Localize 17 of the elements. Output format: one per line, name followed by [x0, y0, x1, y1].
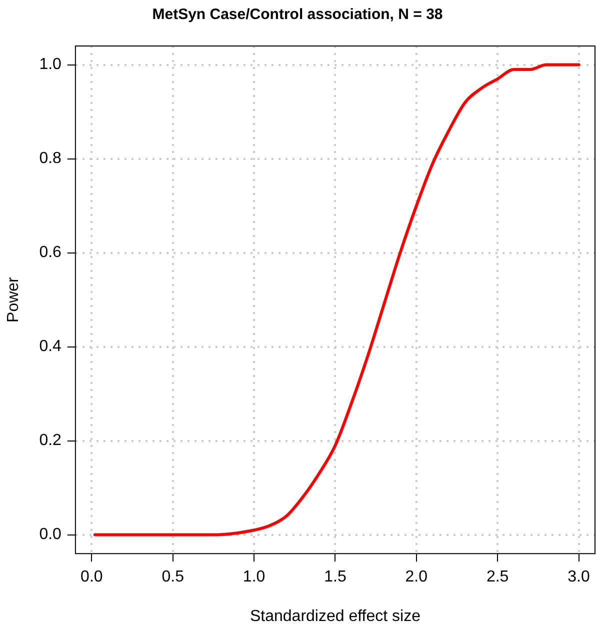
x-axis-title: Standardized effect size	[250, 608, 421, 625]
y-tick-label: 0.8	[39, 150, 62, 168]
x-tick-label: 0.5	[162, 568, 184, 586]
x-tick-label: 3.0	[568, 568, 590, 586]
y-tick-label: 0.2	[39, 432, 62, 450]
x-tick-label: 1.5	[324, 568, 346, 586]
x-tick-label: 2.5	[486, 568, 509, 586]
y-tick-label: 0.6	[39, 244, 62, 262]
y-axis-title: Power	[5, 276, 22, 322]
x-tick-label: 0.0	[80, 568, 103, 586]
chart-title: MetSyn Case/Control association, N = 38	[152, 6, 443, 24]
y-tick-label: 0.4	[39, 338, 62, 356]
x-tick-label: 1.0	[242, 568, 266, 586]
x-tick-label: 2.0	[405, 568, 428, 586]
y-tick-label: 1.0	[39, 56, 62, 74]
y-tick-label: 0.0	[39, 526, 62, 544]
line-series	[93, 63, 580, 536]
